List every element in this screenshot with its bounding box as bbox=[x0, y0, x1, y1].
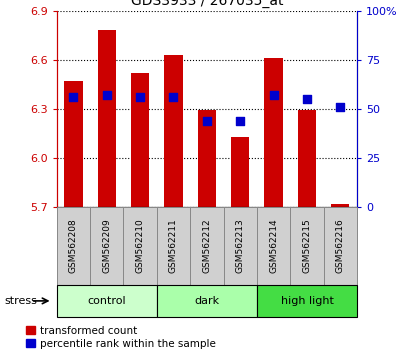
Point bbox=[237, 118, 244, 124]
Text: control: control bbox=[87, 296, 126, 306]
Point bbox=[270, 92, 277, 98]
Text: dark: dark bbox=[194, 296, 219, 306]
Point bbox=[304, 96, 310, 102]
FancyBboxPatch shape bbox=[157, 285, 257, 317]
Point bbox=[103, 92, 110, 98]
Bar bbox=[331, 204, 349, 207]
Bar bbox=[97, 30, 116, 207]
Text: GSM562210: GSM562210 bbox=[136, 219, 144, 273]
Text: GSM562214: GSM562214 bbox=[269, 219, 278, 273]
Bar bbox=[265, 58, 283, 207]
Text: GSM562212: GSM562212 bbox=[202, 219, 211, 273]
Legend: transformed count, percentile rank within the sample: transformed count, percentile rank withi… bbox=[26, 326, 215, 349]
FancyBboxPatch shape bbox=[324, 207, 357, 285]
FancyBboxPatch shape bbox=[257, 207, 290, 285]
Bar bbox=[131, 73, 149, 207]
FancyBboxPatch shape bbox=[257, 285, 357, 317]
Bar bbox=[298, 110, 316, 207]
FancyBboxPatch shape bbox=[157, 207, 190, 285]
Bar bbox=[64, 81, 83, 207]
Point bbox=[204, 118, 210, 124]
Text: GSM562208: GSM562208 bbox=[69, 219, 78, 273]
Text: stress: stress bbox=[4, 296, 37, 306]
Point bbox=[70, 94, 77, 100]
Text: GSM562215: GSM562215 bbox=[302, 219, 312, 273]
Text: high light: high light bbox=[281, 296, 333, 306]
Bar bbox=[198, 110, 216, 207]
FancyBboxPatch shape bbox=[290, 207, 324, 285]
FancyBboxPatch shape bbox=[57, 207, 90, 285]
Text: GSM562216: GSM562216 bbox=[336, 219, 345, 273]
Bar bbox=[164, 55, 183, 207]
FancyBboxPatch shape bbox=[57, 285, 157, 317]
Text: GSM562209: GSM562209 bbox=[102, 219, 111, 273]
Point bbox=[170, 94, 177, 100]
Point bbox=[137, 94, 144, 100]
FancyBboxPatch shape bbox=[223, 207, 257, 285]
Bar bbox=[231, 137, 249, 207]
Text: GSM562213: GSM562213 bbox=[236, 219, 245, 273]
FancyBboxPatch shape bbox=[190, 207, 223, 285]
FancyBboxPatch shape bbox=[90, 207, 123, 285]
FancyBboxPatch shape bbox=[123, 207, 157, 285]
Point bbox=[337, 104, 344, 110]
Text: GSM562211: GSM562211 bbox=[169, 219, 178, 273]
Title: GDS3933 / 267035_at: GDS3933 / 267035_at bbox=[131, 0, 283, 8]
